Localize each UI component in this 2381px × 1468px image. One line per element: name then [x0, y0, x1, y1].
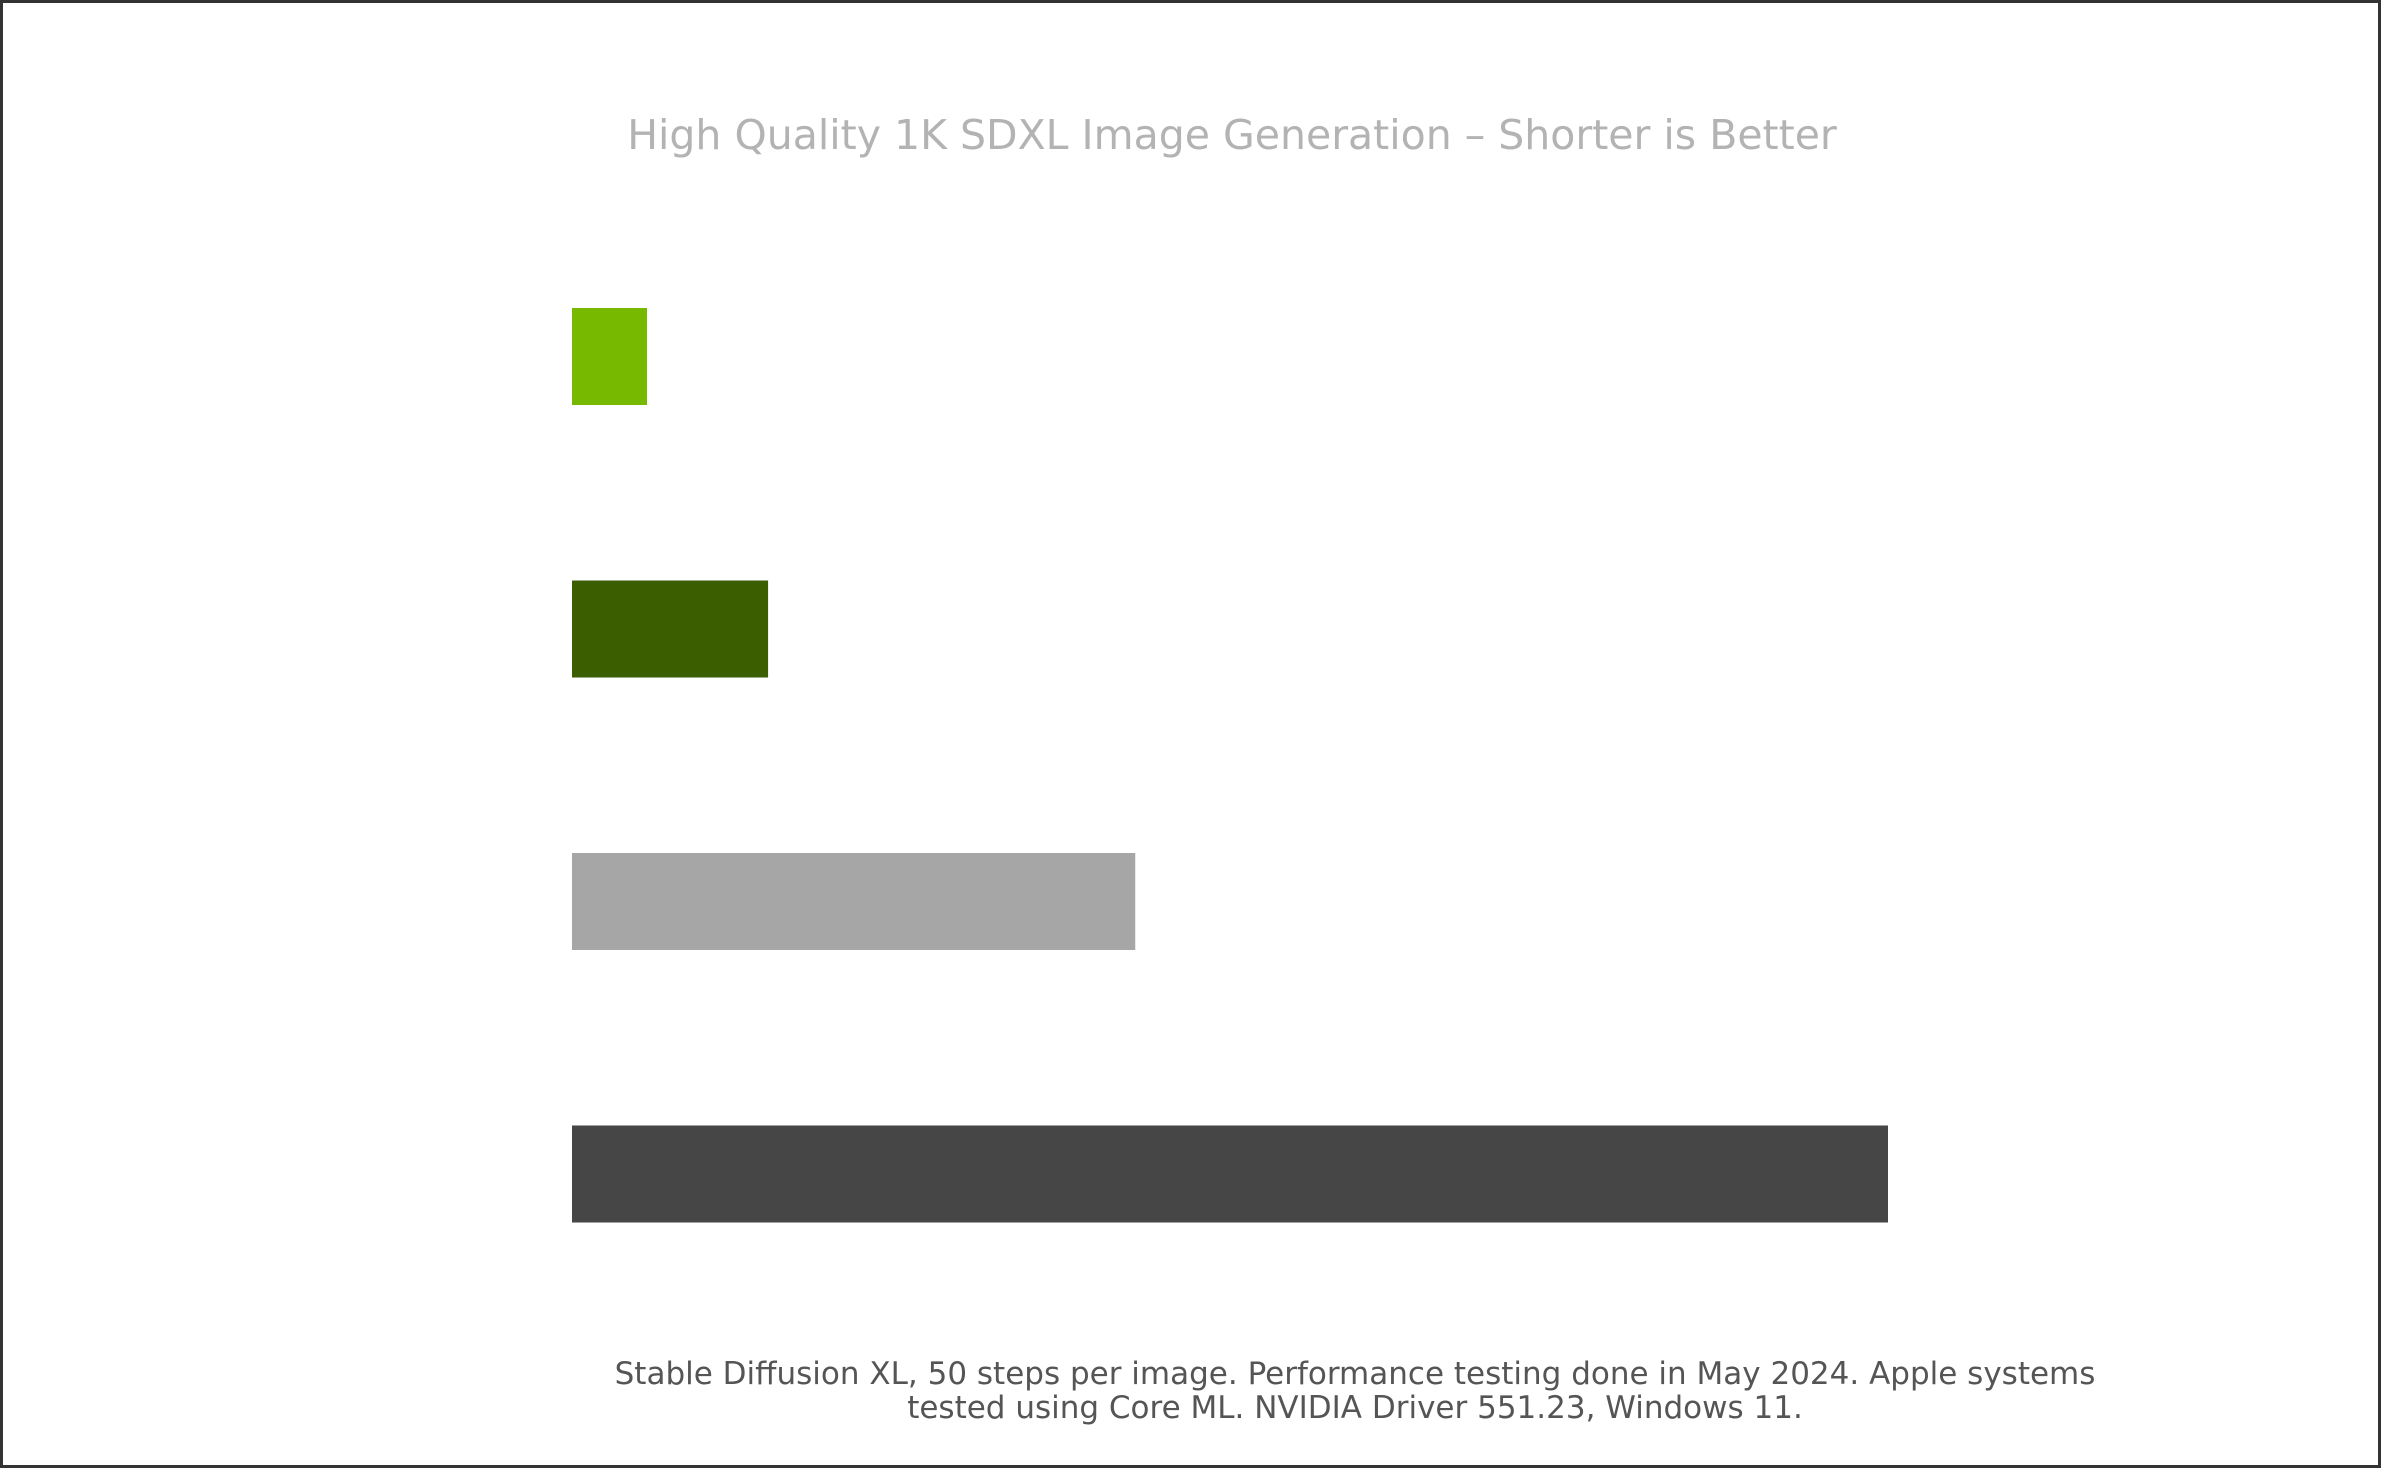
bar-2: [572, 580, 769, 678]
footnote: Stable Diffusion XL, 50 steps per image.…: [303, 1357, 2381, 1425]
footnote-line-1: Stable Diffusion XL, 50 steps per image.…: [614, 1356, 2096, 1392]
chart-title: High Quality 1K SDXL Image Generation – …: [627, 111, 1837, 159]
bar-1: [572, 308, 648, 405]
bar-plot: [572, 308, 1888, 1223]
footnote-line-2: tested using Core ML. NVIDIA Driver 551.…: [907, 1390, 1803, 1426]
bar-4: [572, 1125, 1888, 1223]
bar-3: [572, 853, 1136, 950]
